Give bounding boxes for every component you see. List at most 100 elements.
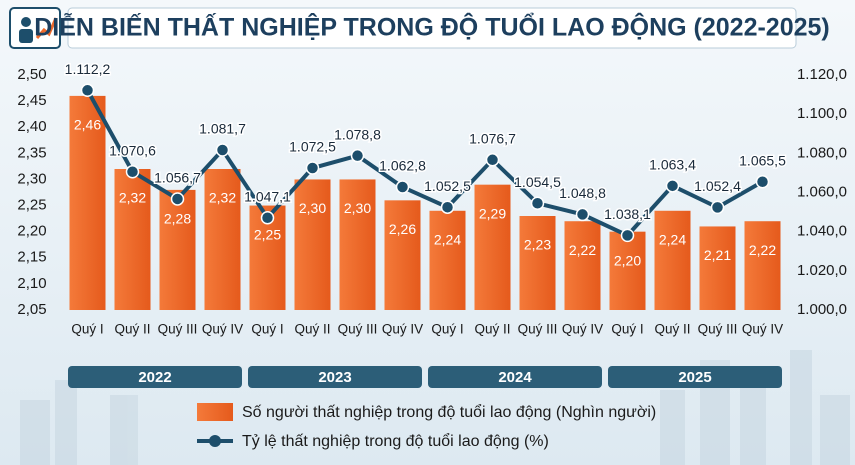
line-value-label: 1.072,5 [289,139,336,155]
bar-value-label: 2,46 [74,117,101,133]
bar-value-label: 2,23 [524,237,551,253]
bar [474,184,511,310]
bar [159,189,196,310]
x-tick-label: Quý IV [742,322,783,337]
line-value-label: 1.070,6 [109,142,156,158]
line-value-label: 1.078,8 [334,126,381,142]
bar-value-label: 2,30 [344,200,371,216]
bar-value-label: 2,22 [569,242,596,258]
x-tick-label: Quý II [654,322,690,337]
bar [339,179,376,310]
line-value-label: 1.081,7 [199,121,246,137]
bar-value-label: 2,22 [749,242,776,258]
y-tick-label: 2,25 [17,197,46,214]
line-value-label: 1.062,8 [379,158,426,174]
y-tick-label: 2,20 [17,223,46,240]
line-value-label: 1.112,2 [65,61,111,77]
x-tick-label: Quý III [338,322,378,337]
line-value-label: 1.065,5 [739,152,786,168]
bar-value-label: 2,24 [434,231,461,247]
bar [519,216,556,310]
y2-tick-label: 1.080,0 [797,144,847,161]
line-value-label: 1.052,5 [424,178,471,194]
line [85,89,764,238]
x-tick-label: Quý IV [562,322,603,337]
line-marker [575,207,590,222]
legend-label: Tỷ lệ thất nghiệp trong độ tuổi lao động… [242,432,549,450]
line-marker [710,200,725,215]
bar [69,95,106,310]
year-band [608,366,782,388]
line-marker [755,174,770,189]
x-tick-label: Quý II [474,322,510,337]
y2-tick-label: 1.000,0 [797,301,847,318]
y-tick-label: 2,05 [17,301,46,318]
bar-value-label: 2,32 [119,190,146,206]
bar-value-label: 2,26 [389,221,416,237]
line-marker [440,200,455,214]
bar [654,210,691,310]
x-tick-label: Quý III [158,322,198,337]
x-tick-label: Quý I [611,322,643,337]
line-value-label: 1.054,5 [514,174,561,190]
year-band [68,366,242,388]
bar [114,169,151,310]
y2-tick-label: 1.120,0 [797,66,847,83]
bar-value-label: 2,32 [209,190,236,206]
line-value-label: 1.038,1 [604,206,651,222]
line-marker [305,161,320,175]
x-tick-label: Quý IV [382,322,423,337]
y-tick-label: 2,45 [17,92,46,109]
line-marker [170,192,185,206]
year-band [428,366,602,388]
line-marker [215,143,230,157]
bar-value-label: 2,21 [704,247,731,263]
line-marker [620,228,635,243]
bar [699,226,736,310]
y2-tick-label: 1.040,0 [797,223,847,240]
x-tick-label: Quý III [698,322,738,337]
y2-tick-label: 1.020,0 [797,262,847,279]
x-tick-label: Quý II [114,322,150,337]
line-value-label: 1.047,1 [244,188,291,204]
x-tick-label: Quý III [518,322,558,337]
bar [609,231,646,310]
legend: Số người thất nghiệp trong độ tuổi lao đ… [197,403,656,450]
bar-value-label: 2,24 [659,231,686,247]
line-marker [80,83,95,98]
x-tick-label: Quý I [251,322,283,337]
bar [564,221,601,310]
line-marker [485,153,500,167]
bar-value-label: 2,30 [299,200,326,216]
y-tick-label: 2,50 [17,66,46,83]
line-value-label: 1.063,4 [649,157,696,173]
line-value-label: 1.076,7 [469,130,516,146]
year-label: 2024 [498,369,532,386]
line-marker [260,211,275,225]
year-band [248,366,422,388]
line-value-label: 1.056,7 [154,170,201,186]
header-icon [9,7,61,49]
y-tick-label: 2,30 [17,170,46,187]
x-tick-label: Quý IV [202,322,243,337]
line-marker [530,196,545,211]
line-marker [125,164,140,179]
year-label: 2023 [318,369,351,386]
x-tick-label: Quý II [294,322,330,337]
line-marker [665,179,680,193]
x-tick-label: Quý I [71,322,103,337]
legend-swatch-marker [209,435,221,447]
bar [204,169,241,310]
bar-value-label: 2,20 [614,252,641,268]
bar [384,200,421,310]
y-tick-label: 2,40 [17,118,46,135]
bar-value-label: 2,25 [254,226,281,242]
year-label: 2025 [678,369,711,386]
bar-value-label: 2,28 [164,211,191,227]
line-value-label: 1.048,8 [559,185,606,201]
bar [744,221,781,310]
chart-title: DIỄN BIẾN THẤT NGHIỆP TRONG ĐỘ TUỔI LAO … [34,12,829,42]
y-tick-label: 2,10 [17,275,46,292]
y2-tick-label: 1.060,0 [797,183,847,200]
